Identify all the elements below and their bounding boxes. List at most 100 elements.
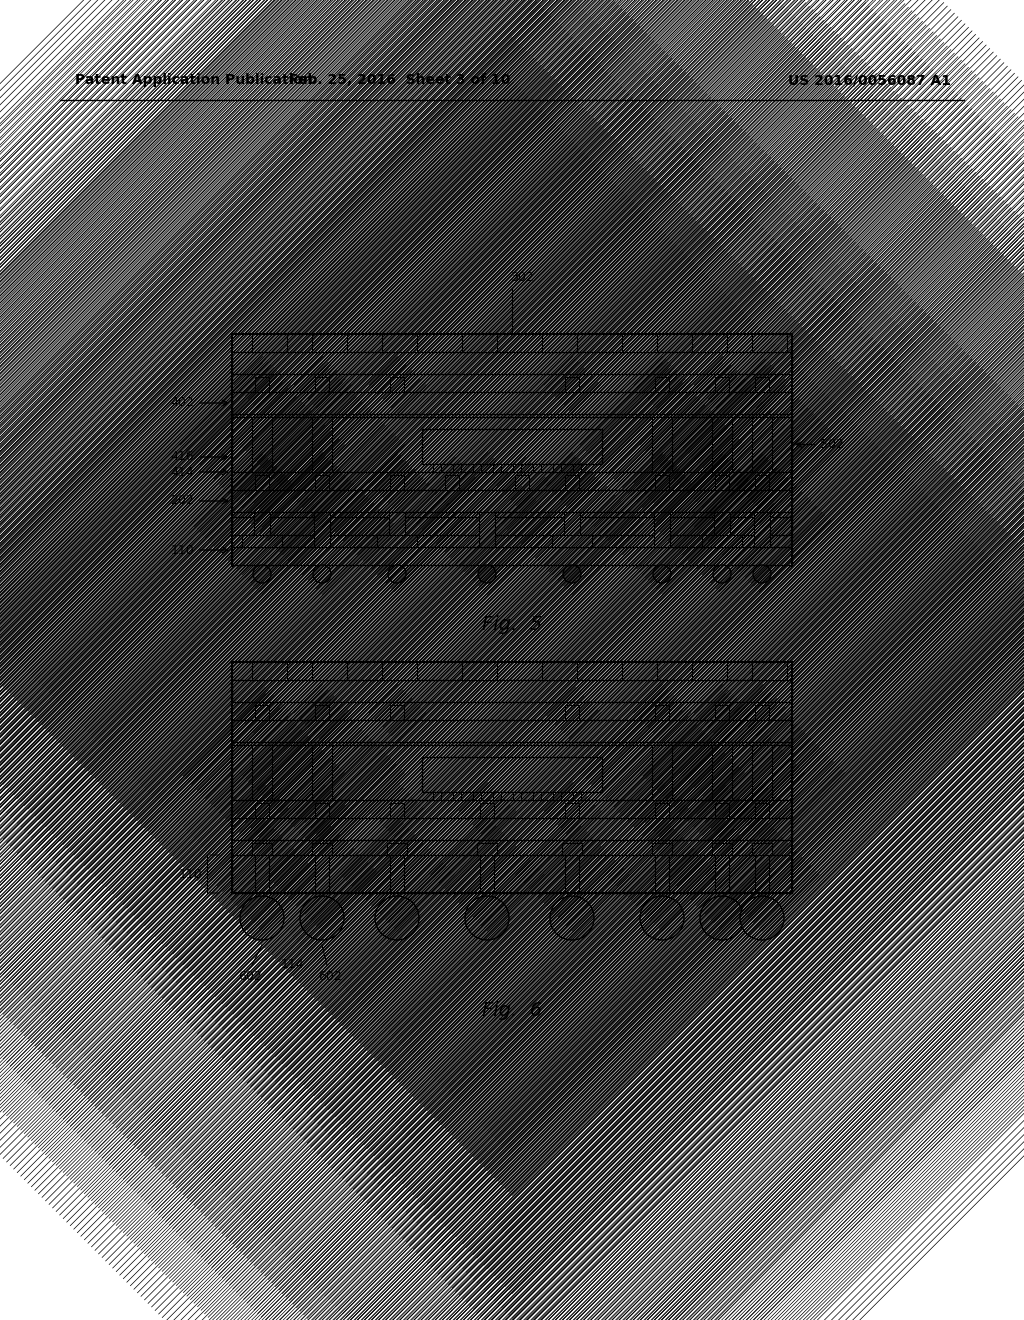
Bar bbox=[715, 378, 729, 392]
Bar bbox=[534, 792, 541, 800]
Bar bbox=[565, 803, 579, 818]
Bar bbox=[754, 499, 770, 546]
Bar bbox=[752, 744, 772, 800]
Bar bbox=[654, 499, 670, 546]
Bar bbox=[232, 680, 792, 702]
Circle shape bbox=[300, 896, 344, 940]
Bar bbox=[390, 378, 404, 392]
Bar bbox=[479, 499, 495, 546]
Bar bbox=[314, 499, 330, 546]
Bar bbox=[252, 334, 287, 352]
Bar bbox=[390, 855, 404, 894]
Circle shape bbox=[700, 896, 744, 940]
Bar bbox=[565, 378, 579, 392]
Bar bbox=[715, 855, 729, 894]
Bar bbox=[390, 705, 404, 719]
Circle shape bbox=[375, 896, 419, 940]
Text: 114: 114 bbox=[281, 958, 304, 972]
Text: 414: 414 bbox=[170, 466, 194, 479]
Bar bbox=[252, 417, 272, 473]
Circle shape bbox=[563, 565, 581, 583]
Bar bbox=[232, 392, 792, 414]
Bar bbox=[312, 744, 332, 800]
Bar bbox=[622, 663, 657, 680]
Bar bbox=[655, 475, 669, 490]
Bar bbox=[715, 803, 729, 818]
Bar bbox=[315, 803, 329, 818]
Bar bbox=[433, 465, 441, 473]
Bar bbox=[390, 803, 404, 818]
Circle shape bbox=[740, 896, 784, 940]
Bar bbox=[479, 499, 495, 546]
Bar bbox=[389, 499, 406, 546]
Bar bbox=[755, 705, 769, 719]
Bar bbox=[479, 499, 495, 546]
Bar bbox=[232, 546, 792, 565]
Circle shape bbox=[253, 565, 271, 583]
Bar bbox=[390, 475, 404, 490]
Circle shape bbox=[253, 565, 271, 583]
Bar bbox=[565, 803, 579, 818]
Bar bbox=[315, 705, 329, 719]
Bar bbox=[232, 719, 792, 742]
Bar bbox=[564, 499, 580, 546]
Circle shape bbox=[653, 565, 671, 583]
Bar bbox=[390, 378, 404, 392]
Bar bbox=[655, 855, 669, 894]
Text: Feb. 25, 2016  Sheet 3 of 10: Feb. 25, 2016 Sheet 3 of 10 bbox=[290, 73, 511, 87]
Bar bbox=[692, 334, 727, 352]
Bar bbox=[232, 744, 792, 800]
Bar bbox=[255, 705, 269, 719]
Bar bbox=[655, 803, 669, 818]
Bar bbox=[565, 705, 579, 719]
Bar bbox=[390, 378, 404, 392]
Bar bbox=[254, 499, 270, 546]
Bar bbox=[565, 378, 579, 392]
Bar bbox=[433, 792, 441, 800]
Bar bbox=[654, 499, 670, 546]
Bar bbox=[755, 705, 769, 719]
Bar bbox=[712, 744, 732, 800]
Bar bbox=[715, 855, 729, 894]
Bar bbox=[232, 490, 792, 512]
Bar bbox=[255, 803, 269, 818]
Bar bbox=[655, 803, 669, 818]
Bar bbox=[232, 680, 792, 702]
Bar bbox=[715, 378, 729, 392]
Bar bbox=[652, 744, 672, 800]
Circle shape bbox=[375, 896, 419, 940]
Bar bbox=[255, 705, 269, 719]
Text: 202: 202 bbox=[170, 495, 194, 507]
Text: 602: 602 bbox=[318, 970, 342, 983]
Bar bbox=[752, 663, 787, 680]
Circle shape bbox=[700, 896, 744, 940]
Bar bbox=[622, 334, 657, 352]
Bar bbox=[652, 744, 672, 800]
Bar bbox=[389, 499, 406, 546]
Text: Fig.  6: Fig. 6 bbox=[482, 1001, 542, 1019]
Bar bbox=[254, 499, 270, 546]
Bar bbox=[232, 417, 792, 473]
Bar bbox=[232, 744, 792, 800]
Bar bbox=[387, 843, 407, 855]
Bar bbox=[232, 517, 792, 535]
Bar bbox=[314, 499, 330, 546]
Bar bbox=[553, 465, 561, 473]
Bar bbox=[232, 352, 792, 374]
Bar bbox=[752, 417, 772, 473]
Bar bbox=[252, 744, 272, 800]
Bar bbox=[515, 475, 529, 490]
Bar bbox=[565, 378, 579, 392]
Bar bbox=[382, 334, 417, 352]
Bar bbox=[655, 705, 669, 719]
Circle shape bbox=[550, 896, 594, 940]
Bar bbox=[652, 417, 672, 473]
Bar bbox=[232, 855, 792, 894]
Bar bbox=[232, 517, 792, 535]
Bar bbox=[652, 417, 672, 473]
Bar bbox=[752, 843, 772, 855]
Bar bbox=[232, 818, 792, 840]
Text: 302: 302 bbox=[510, 271, 534, 284]
Circle shape bbox=[740, 896, 784, 940]
Bar bbox=[312, 417, 332, 473]
